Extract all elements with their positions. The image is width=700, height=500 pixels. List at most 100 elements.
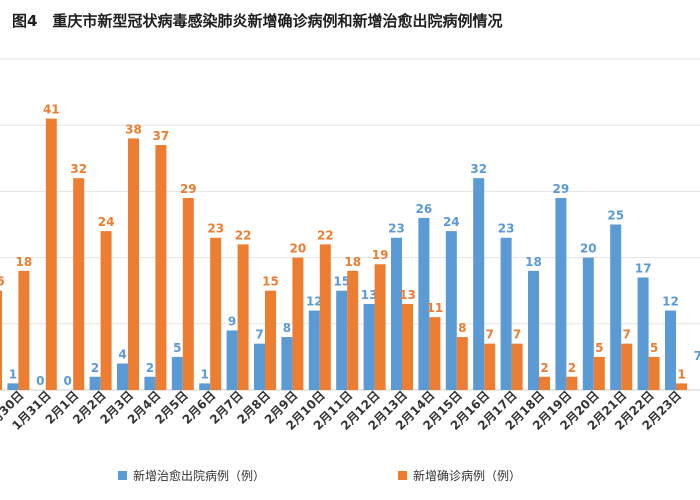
bar-confirmed bbox=[593, 356, 605, 390]
bar-confirmed bbox=[648, 356, 660, 390]
bar-confirmed bbox=[210, 237, 222, 390]
bar-discharged bbox=[500, 237, 512, 390]
bar-discharged bbox=[610, 224, 622, 390]
data-label-discharged: 17 bbox=[635, 261, 652, 275]
bar-confirmed bbox=[73, 178, 85, 390]
legend-label-confirmed: 新增确诊病例（例） bbox=[413, 469, 522, 483]
data-label-discharged: 1 bbox=[201, 367, 209, 381]
data-label-discharged: 9 bbox=[228, 314, 236, 328]
data-label-confirmed: 11 bbox=[427, 301, 444, 315]
legend-label-discharged: 新增治愈出院病例（例） bbox=[133, 469, 266, 483]
data-label-discharged: 0 bbox=[64, 374, 72, 388]
bar-discharged bbox=[391, 237, 402, 390]
bar-confirmed bbox=[18, 270, 30, 390]
legend-item-discharged: 新增治愈出院病例（例） bbox=[118, 467, 265, 484]
bar-discharged bbox=[281, 337, 293, 390]
bar-confirmed bbox=[621, 343, 633, 390]
data-label-discharged: 7 bbox=[255, 328, 263, 342]
data-label-confirmed: 7 bbox=[513, 328, 521, 342]
bar-confirmed bbox=[456, 337, 468, 390]
data-label-confirmed: 2 bbox=[568, 361, 576, 375]
bar-discharged bbox=[665, 310, 676, 390]
bar-confirmed bbox=[429, 317, 441, 390]
bar-discharged bbox=[637, 277, 649, 390]
legend-item-confirmed: 新增确诊病例（例） bbox=[398, 467, 521, 484]
bar-confirmed bbox=[676, 383, 687, 390]
bar-confirmed bbox=[511, 343, 523, 390]
bar-discharged bbox=[336, 290, 348, 390]
bar-discharged bbox=[418, 217, 430, 390]
data-label-discharged: 7 bbox=[694, 349, 700, 363]
bar-discharged bbox=[445, 231, 457, 390]
data-label-discharged: 2 bbox=[146, 361, 154, 375]
bar-discharged bbox=[199, 383, 211, 390]
data-label-discharged: 8 bbox=[283, 321, 291, 335]
data-label-confirmed: 15 bbox=[262, 275, 279, 289]
legend-swatch-confirmed bbox=[398, 471, 407, 480]
data-label-discharged: 24 bbox=[443, 215, 460, 229]
data-label-discharged: 23 bbox=[388, 222, 405, 236]
data-label-discharged: 12 bbox=[306, 295, 323, 309]
bar-confirmed bbox=[319, 244, 331, 390]
data-label-discharged: 0 bbox=[36, 374, 44, 388]
data-label-discharged: 4 bbox=[118, 348, 126, 362]
bar-discharged bbox=[7, 383, 19, 390]
data-label-confirmed: 13 bbox=[399, 288, 416, 302]
bar-confirmed bbox=[265, 290, 276, 390]
bar-discharged bbox=[171, 356, 183, 390]
data-label-confirmed: 29 bbox=[180, 182, 197, 196]
bar-confirmed bbox=[402, 303, 413, 390]
data-label-discharged: 18 bbox=[525, 255, 542, 269]
data-label-discharged: 26 bbox=[416, 202, 433, 216]
bar-confirmed bbox=[374, 264, 386, 390]
data-label-confirmed: 15 bbox=[0, 275, 5, 289]
data-label-discharged: 32 bbox=[470, 162, 487, 176]
chart-title: 图4 重庆市新型冠状病毒感染肺炎新增确诊病例和新增治愈出院病例情况 bbox=[12, 12, 503, 30]
bar-confirmed bbox=[128, 138, 139, 390]
bar-discharged bbox=[555, 198, 567, 390]
data-label-confirmed: 22 bbox=[235, 228, 252, 242]
data-label-confirmed: 20 bbox=[290, 242, 307, 256]
data-label-discharged: 1 bbox=[9, 367, 17, 381]
bar-discharged bbox=[117, 363, 128, 390]
data-label-confirmed: 18 bbox=[344, 255, 361, 269]
data-label-confirmed: 41 bbox=[43, 103, 60, 117]
bar-confirmed bbox=[155, 145, 167, 390]
bar-confirmed bbox=[539, 376, 550, 390]
bar-discharged bbox=[363, 303, 375, 390]
data-label-confirmed: 18 bbox=[16, 255, 33, 269]
data-label-confirmed: 7 bbox=[486, 328, 494, 342]
data-label-discharged: 2 bbox=[91, 361, 99, 375]
data-label-discharged: 12 bbox=[662, 295, 679, 309]
data-label-discharged: 5 bbox=[173, 341, 181, 355]
data-label-confirmed: 23 bbox=[207, 222, 224, 236]
bar-discharged bbox=[473, 178, 485, 390]
bar-discharged bbox=[308, 310, 320, 390]
bar-discharged bbox=[144, 376, 156, 390]
bar-confirmed bbox=[566, 376, 578, 390]
data-label-confirmed: 32 bbox=[70, 162, 87, 176]
bar-discharged bbox=[582, 257, 594, 390]
data-label-discharged: 13 bbox=[361, 288, 378, 302]
bar-confirmed bbox=[100, 231, 112, 390]
bar-confirmed bbox=[45, 118, 57, 390]
bar-discharged bbox=[89, 376, 101, 390]
data-label-confirmed: 8 bbox=[458, 321, 466, 335]
data-label-discharged: 25 bbox=[607, 209, 624, 223]
bar-confirmed bbox=[484, 343, 496, 390]
data-label-confirmed: 2 bbox=[540, 361, 548, 375]
data-label-confirmed: 7 bbox=[623, 328, 631, 342]
data-label-discharged: 15 bbox=[333, 275, 350, 289]
data-label-discharged: 29 bbox=[553, 182, 570, 196]
data-label-confirmed: 1 bbox=[677, 367, 685, 381]
data-label-confirmed: 37 bbox=[153, 129, 170, 143]
bar-confirmed bbox=[182, 198, 194, 390]
data-label-confirmed: 38 bbox=[125, 122, 142, 136]
data-label-discharged: 23 bbox=[498, 222, 515, 236]
legend-swatch-discharged bbox=[118, 471, 127, 480]
data-label-discharged: 20 bbox=[580, 242, 597, 256]
data-label-confirmed: 22 bbox=[317, 228, 334, 242]
bar-confirmed bbox=[292, 257, 304, 390]
bar-discharged bbox=[254, 343, 265, 390]
